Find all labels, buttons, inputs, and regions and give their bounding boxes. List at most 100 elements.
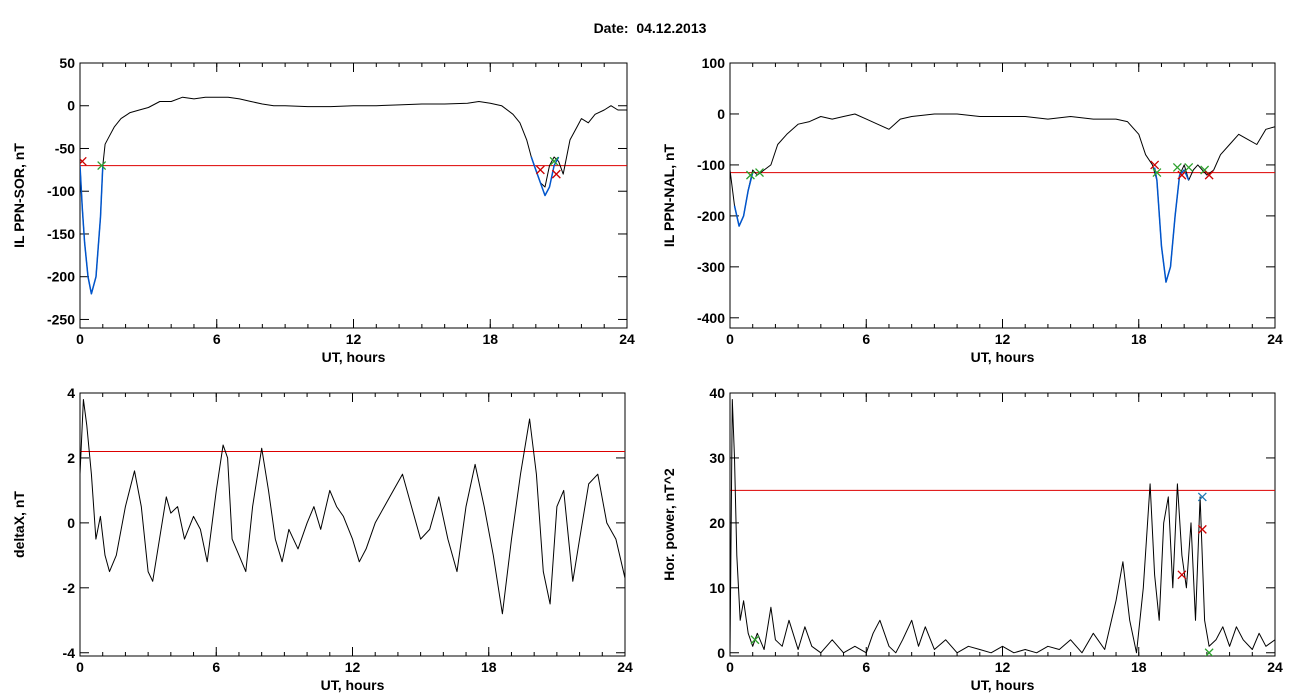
- x-tick-label: 18: [1131, 659, 1147, 675]
- x-marker-stroke: [535, 165, 545, 175]
- y-tick-label: -300: [697, 259, 725, 275]
- x-marker: [1152, 168, 1162, 178]
- x-marker-stroke: [1177, 570, 1187, 580]
- series-line: [733, 172, 754, 227]
- x-marker-stroke: [1184, 163, 1194, 172]
- x-marker: [549, 156, 559, 166]
- chart-power: 0 6 12 18 24 40 30 20 10 0 UT, hours Hor. power, nT…: [661, 385, 1283, 693]
- x-marker-stroke: [80, 156, 87, 165]
- y-tick-label: 30: [709, 450, 725, 466]
- x-marker: [1150, 160, 1160, 170]
- x-tick-label: 12: [995, 659, 1011, 675]
- plot-data: [730, 113, 1275, 283]
- x-marker-stroke: [97, 161, 107, 171]
- x-marker: [1197, 492, 1207, 502]
- x-axis-label: UT, hours: [971, 677, 1035, 693]
- y-tick-label: 20: [709, 515, 725, 531]
- y-axis-label: deltaX, nT: [11, 491, 27, 558]
- y-tick-label: 10: [709, 580, 725, 596]
- x-tick-label: 18: [481, 659, 497, 675]
- x-tick-label: 18: [482, 331, 498, 347]
- plot-frame: [729, 62, 1276, 329]
- x-marker: [1172, 163, 1182, 172]
- x-tick-label: 0: [76, 659, 84, 675]
- x-tick-label: 6: [862, 331, 870, 347]
- x-marker: [1177, 570, 1187, 580]
- y-tick-label: -2: [63, 580, 76, 596]
- x-axis-label: UT, hours: [322, 349, 386, 365]
- series-line: [730, 113, 1275, 283]
- y-tick-label: -200: [697, 208, 725, 224]
- series-line: [80, 399, 625, 615]
- series-line: [730, 399, 1275, 654]
- x-marker-stroke: [1172, 163, 1182, 172]
- x-marker-stroke: [1150, 160, 1160, 170]
- x-tick-label: 12: [346, 331, 362, 347]
- y-tick-label: -50: [55, 140, 75, 156]
- y-tick-label: 0: [67, 515, 75, 531]
- y-axis-label: IL PPN-SOR, nT: [11, 143, 27, 248]
- y-tick-label: -100: [697, 157, 725, 173]
- x-tick-label: 12: [345, 659, 361, 675]
- x-tick-label: 0: [726, 659, 734, 675]
- x-marker: [1204, 170, 1214, 180]
- x-marker: [551, 169, 561, 179]
- x-tick-label: 24: [1267, 659, 1283, 675]
- series-line: [530, 156, 560, 197]
- y-tick-label: -200: [47, 269, 75, 285]
- y-axis-label: IL PPN-NAL, nT: [661, 143, 677, 247]
- x-tick-label: 0: [76, 331, 84, 347]
- y-tick-label: 40: [709, 385, 725, 401]
- x-marker-stroke: [1200, 165, 1210, 175]
- x-marker-stroke: [551, 169, 561, 179]
- series-line: [80, 165, 104, 295]
- x-tick-label: 6: [213, 331, 221, 347]
- x-axis-label: UT, hours: [321, 677, 385, 693]
- plot-data: [80, 399, 625, 615]
- y-tick-label: 2: [67, 450, 75, 466]
- x-marker: [80, 156, 87, 166]
- y-tick-label: -100: [47, 183, 75, 199]
- x-marker-stroke: [750, 635, 760, 645]
- series-line: [1153, 167, 1190, 283]
- x-marker-stroke: [755, 168, 764, 178]
- x-marker-stroke: [1204, 648, 1214, 656]
- x-tick-label: 0: [726, 331, 734, 347]
- x-marker-stroke: [1177, 170, 1187, 180]
- x-marker: [750, 635, 760, 645]
- y-tick-label: 50: [59, 55, 75, 71]
- x-marker-stroke: [1204, 170, 1214, 180]
- x-marker: [535, 165, 545, 175]
- x-marker: [97, 161, 107, 171]
- y-tick-label: -400: [697, 310, 725, 326]
- plot-data: [80, 96, 627, 295]
- y-tick-label: -4: [63, 645, 76, 661]
- plot-data: [730, 399, 1275, 656]
- x-tick-label: 6: [212, 659, 220, 675]
- y-tick-label: 0: [67, 98, 75, 114]
- x-tick-label: 24: [619, 331, 635, 347]
- x-marker: [755, 168, 764, 178]
- series-line: [80, 96, 627, 295]
- x-marker: [1177, 170, 1187, 180]
- x-marker: [1197, 524, 1207, 534]
- y-tick-label: -250: [47, 311, 75, 327]
- chart-sor: 0 6 12 18 24 50 0 -50 -100 -150 -200 -250 UT, hours I…: [11, 55, 635, 365]
- x-marker-stroke: [1152, 168, 1162, 178]
- y-tick-label: -150: [47, 226, 75, 242]
- x-tick-label: 18: [1131, 331, 1147, 347]
- y-tick-label: 0: [717, 645, 725, 661]
- y-tick-label: 4: [67, 385, 75, 401]
- page-title: Date: 04.12.2013: [593, 20, 707, 36]
- x-marker-stroke: [1197, 524, 1207, 534]
- x-marker-stroke: [745, 170, 755, 180]
- x-tick-label: 24: [617, 659, 633, 675]
- x-marker: [1204, 648, 1214, 656]
- chart-deltax: 0 6 12 18 24 4 2 0 -2 -4 UT, hours deltaX, nT: [11, 385, 633, 693]
- plot-frame: [729, 392, 1276, 657]
- x-axis-label: UT, hours: [971, 349, 1035, 365]
- x-marker: [1184, 163, 1194, 172]
- y-tick-label: 0: [717, 106, 725, 122]
- x-marker: [745, 170, 755, 180]
- x-tick-label: 24: [1267, 331, 1283, 347]
